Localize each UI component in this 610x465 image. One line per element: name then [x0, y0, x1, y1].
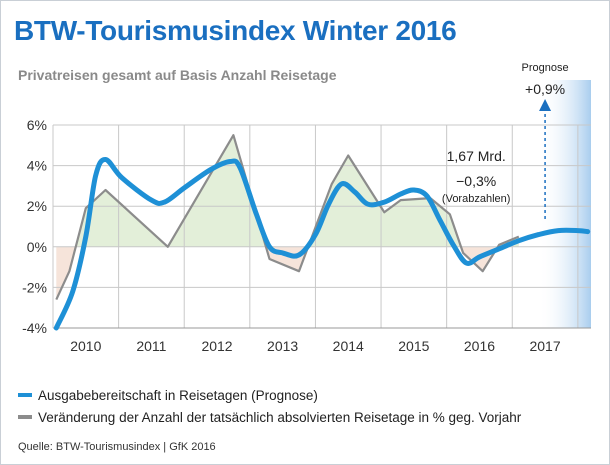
line-chart: -4% -2% 0% 2% 4% 6% 2010 2011 2012 2013 2014 2015 20… — [22, 62, 591, 354]
source-note: Quelle: BTW-Tourismusindex | GfK 2016 — [18, 441, 216, 453]
forecast-value: +0,9% — [525, 81, 565, 97]
y-tick-label: -4% — [22, 320, 47, 336]
stats-change: −0,3% — [456, 173, 496, 189]
legend-swatch-gray — [18, 415, 32, 419]
positive-area-fill — [56, 135, 519, 247]
y-tick-label: 6% — [27, 117, 47, 133]
x-tick-label: 2017 — [529, 338, 560, 354]
legend-item-gray: Veränderung der Anzahl der tatsächlich a… — [18, 406, 521, 428]
chart-title: BTW-Tourismusindex Winter 2016 — [14, 15, 457, 46]
x-tick-label: 2010 — [70, 338, 101, 354]
legend: Ausgabebereitschaft in Reisetagen (Progn… — [18, 384, 521, 428]
blue-series-line — [53, 157, 591, 331]
negative-area-fill — [56, 246, 498, 300]
gray-series-line — [55, 134, 520, 301]
x-tick-label: 2013 — [267, 338, 298, 354]
x-tick-label: 2016 — [464, 338, 495, 354]
legend-label-gray: Veränderung der Anzahl der tatsächlich a… — [38, 409, 522, 425]
y-tick-label: 2% — [27, 198, 47, 214]
legend-swatch-blue — [18, 393, 32, 397]
x-tick-label: 2012 — [201, 338, 232, 354]
stats-note: (Vorabzahlen) — [442, 193, 511, 205]
x-tick-label: 2011 — [136, 338, 166, 354]
stats-total: 1,67 Mrd. — [447, 148, 506, 164]
y-tick-label: 0% — [27, 239, 47, 255]
x-tick-label: 2015 — [398, 338, 429, 354]
forecast-label: Prognose — [522, 62, 569, 74]
chart-subtitle: Privatreisen gesamt auf Basis Anzahl Rei… — [18, 67, 337, 83]
legend-label-blue: Ausgabebereitschaft in Reisetagen (Progn… — [38, 387, 318, 403]
forecast-shade — [538, 80, 591, 328]
x-tick-label: 2014 — [333, 338, 364, 354]
y-tick-label: 4% — [27, 158, 47, 174]
legend-item-blue: Ausgabebereitschaft in Reisetagen (Progn… — [18, 384, 521, 406]
y-tick-label: -2% — [22, 279, 47, 295]
